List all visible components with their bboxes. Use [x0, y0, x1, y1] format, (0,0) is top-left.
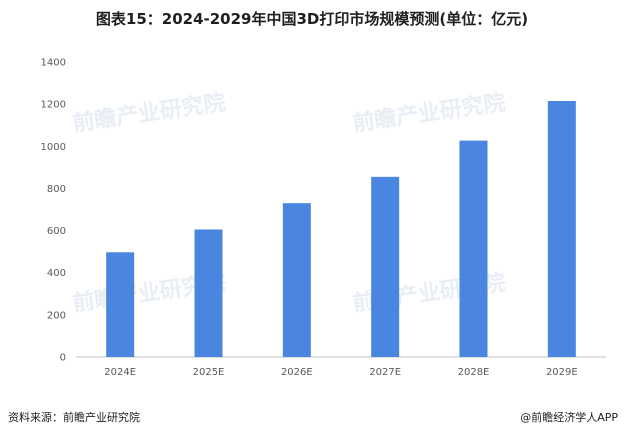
- chart-title: 图表15：2024-2029年中国3D打印市场规模预测(单位：亿元): [95, 10, 529, 28]
- y-tick-label: 200: [47, 310, 66, 321]
- bar-2029E: [547, 100, 576, 357]
- x-tick-label: 2027E: [369, 367, 401, 378]
- bar-2026E: [282, 203, 311, 357]
- bar-2025E: [194, 229, 223, 357]
- credit-note: @前瞻经济学人APP: [520, 411, 618, 424]
- y-tick-label: 1000: [41, 142, 66, 153]
- watermark-text: 前瞻产业研究院: [351, 89, 507, 136]
- x-tick-label: 2028E: [458, 367, 490, 378]
- y-tick-label: 600: [47, 226, 66, 237]
- x-tick-label: 2025E: [193, 367, 225, 378]
- source-note: 资料来源：前瞻产业研究院: [8, 411, 140, 424]
- bar-2028E: [459, 140, 488, 357]
- x-tick-label: 2024E: [104, 367, 136, 378]
- x-tick-label: 2026E: [281, 367, 313, 378]
- y-tick-label: 800: [47, 184, 66, 195]
- y-tick-label: 1200: [41, 100, 66, 111]
- watermark-text: 前瞻产业研究院: [71, 89, 227, 136]
- x-tick-label: 2029E: [546, 367, 578, 378]
- y-tick-label: 0: [60, 353, 66, 364]
- y-tick-label: 400: [47, 268, 66, 279]
- bar-2027E: [371, 176, 400, 357]
- y-tick-label: 1400: [41, 58, 66, 69]
- bar-2024E: [106, 252, 135, 357]
